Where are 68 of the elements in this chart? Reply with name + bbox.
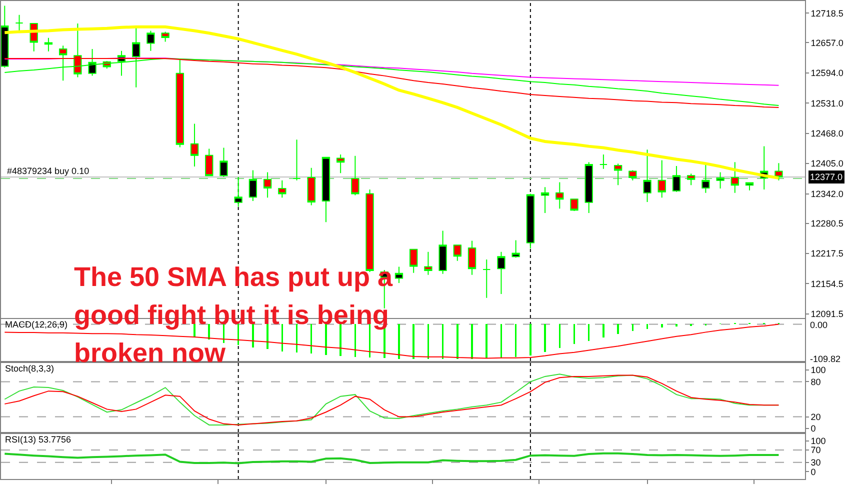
candlestick: [190, 123, 199, 167]
candlestick: [512, 240, 520, 258]
ref-line-label: 12377.0: [810, 172, 843, 182]
y-tick-label: 12342.0: [810, 188, 844, 199]
candlestick: [146, 30, 155, 52]
candlestick: [716, 172, 724, 190]
y-tick-label: 70: [810, 445, 821, 456]
candlestick: [278, 180, 286, 198]
text: 0.00: [810, 320, 828, 330]
line-series: [4, 452, 780, 464]
candlestick: [643, 149, 652, 202]
y-tick-label: 12405.0: [810, 158, 844, 169]
candlestick: [658, 160, 666, 198]
candlestick: [44, 37, 53, 52]
candlestick: [628, 170, 637, 181]
candlestick: [702, 162, 710, 194]
candlestick: [540, 186, 550, 214]
y-tick-label: 12091.5: [810, 309, 844, 320]
candlestick: [307, 167, 316, 206]
candlestick: [497, 251, 506, 295]
candlestick: [584, 162, 593, 214]
candlestick: [614, 163, 622, 186]
candlestick: [599, 154, 608, 170]
candlestick: [672, 165, 681, 192]
y-tick-label: 12594.0: [810, 68, 844, 78]
candlestick: [205, 148, 214, 176]
y-tick-label: 12468.0: [810, 128, 844, 139]
candlestick: [438, 230, 447, 274]
candlestick: [322, 156, 330, 223]
candlestick: [161, 31, 170, 42]
candlestick: [366, 188, 374, 272]
y-tick-label: 0: [810, 466, 816, 477]
candlestick: [351, 155, 360, 196]
y-tick-label: 80: [810, 376, 821, 387]
candlestick: [453, 244, 462, 262]
chart-title: MACD(12,26,9): [5, 319, 68, 330]
candlestick: [730, 162, 739, 194]
y-tick-label: 100: [810, 365, 826, 376]
candlestick: [570, 198, 578, 212]
y-tick-label: 30: [810, 458, 821, 468]
candlestick: [1, 5, 9, 68]
y-tick-label: 12217.5: [810, 248, 844, 259]
y-tick-label: 12657.0: [810, 38, 844, 48]
chart-title: Stoch(8,3,3): [5, 363, 54, 374]
y-tick-label: 0: [810, 424, 816, 434]
candlestick: [220, 147, 228, 178]
text: -109.82: [810, 354, 841, 364]
y-tick-label: 12154.5: [810, 278, 844, 289]
candlestick: [424, 251, 432, 276]
candlestick: [556, 182, 564, 210]
y-tick-label: 100: [810, 436, 826, 446]
chart-title: RSI(13) 53.7756: [5, 434, 72, 444]
candlestick: [263, 172, 272, 198]
y-tick-label: 12280.5: [810, 218, 844, 228]
line-series: [3, 25, 780, 180]
candlestick: [482, 258, 491, 298]
candlestick: [292, 139, 301, 181]
y-tick-label: 12531.0: [810, 98, 844, 108]
ref-line-label: #48379234 buy 0.10: [7, 166, 90, 176]
candlestick: [468, 240, 476, 276]
candlestick: [774, 162, 783, 181]
candlestick: [687, 173, 696, 186]
candlestick: [248, 170, 258, 202]
y-tick-label: 12718.5: [810, 8, 844, 18]
candlestick: [394, 266, 404, 284]
candlestick: [410, 248, 418, 274]
candlestick: [336, 154, 345, 174]
y-tick-label: 20: [810, 412, 821, 422]
